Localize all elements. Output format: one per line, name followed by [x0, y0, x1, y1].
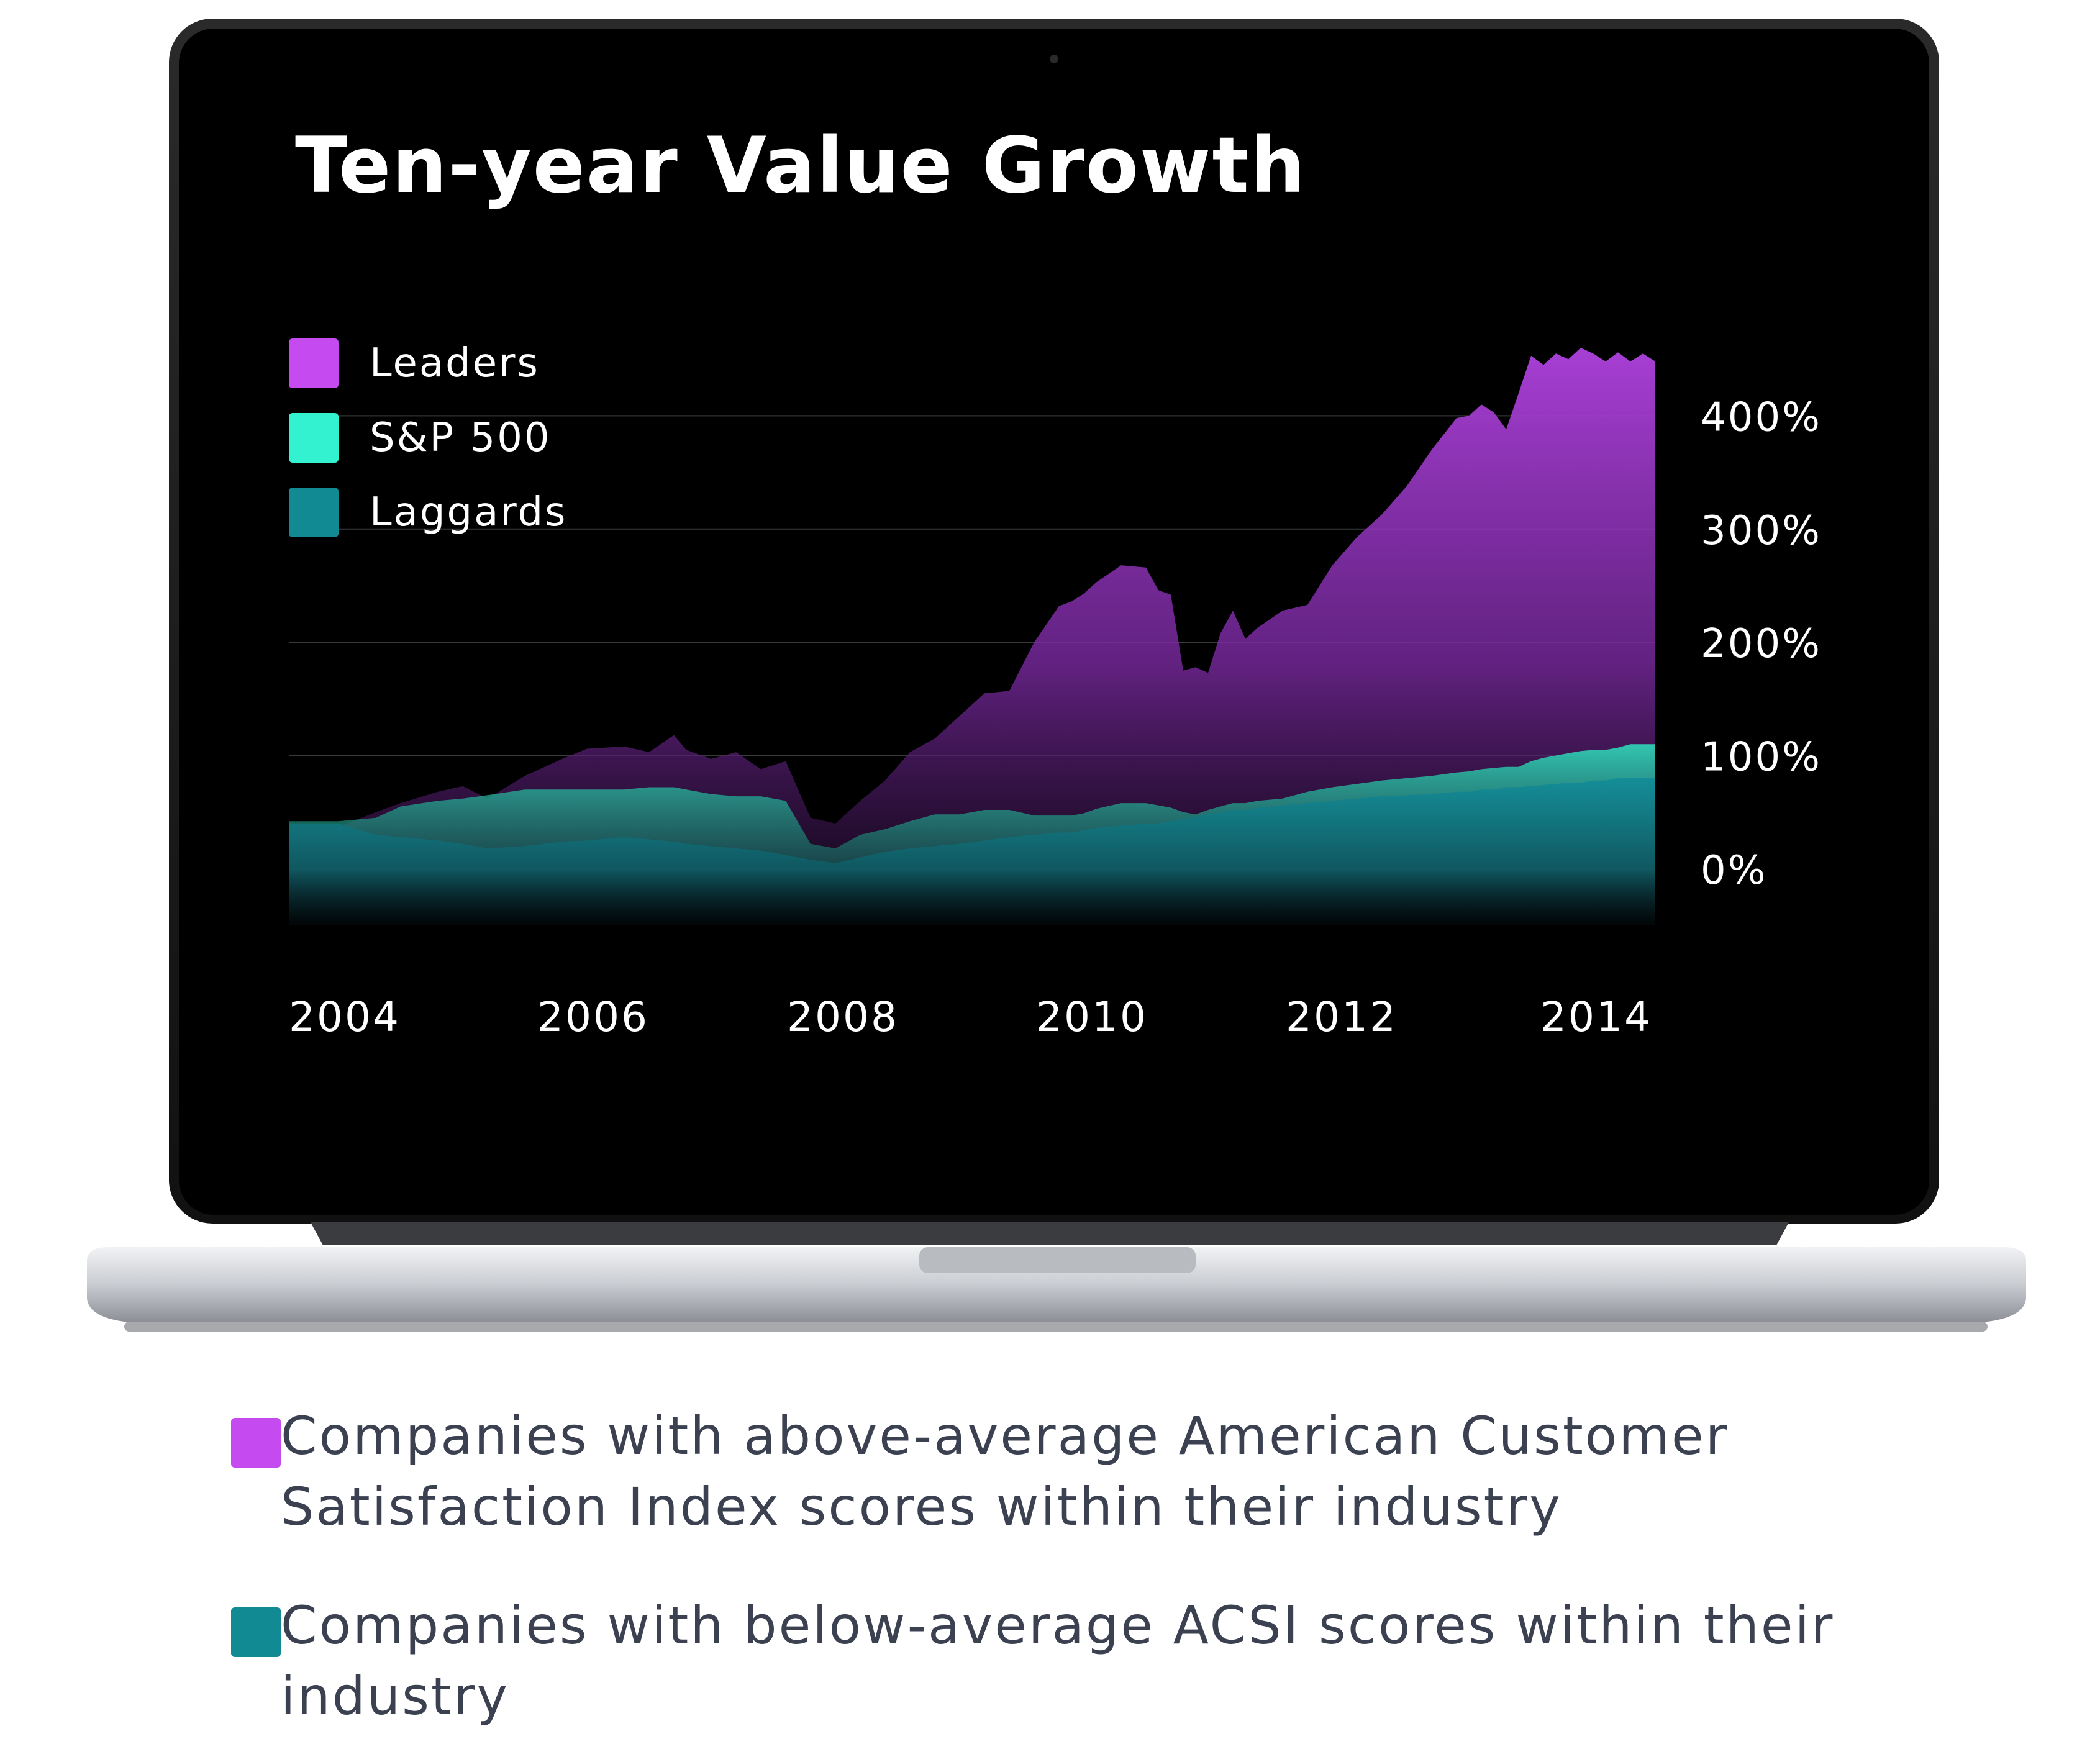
keyboard-hinge [311, 1222, 1789, 1245]
bottom-fade [289, 870, 1655, 932]
x-tick-label: 2012 [1286, 993, 1398, 1041]
laptop-shadow [124, 1322, 1988, 1332]
x-tick-label: 2006 [537, 993, 649, 1041]
y-tick-label: 0% [1701, 848, 1768, 894]
footnote-leaders: Companies with above-average American Cu… [231, 1401, 1995, 1542]
y-tick-label: 200% [1701, 621, 1822, 667]
footnote-swatch-leaders [231, 1418, 281, 1468]
y-axis-ticks: 0% 100% 200% 300% 400% [1701, 394, 1822, 894]
x-axis-ticks: 2004 2006 2008 2010 2012 2014 [289, 993, 1652, 1041]
chart-legend: Leaders S&P 500 Laggards [289, 338, 568, 562]
footnote-text: Companies with below-average ACSI scores… [281, 1595, 1835, 1727]
laptop-illustration: 0%100%200%300%400% 2004 2006 2008 2010 2012 2… [87, 19, 2026, 1332]
webcam-icon [1050, 55, 1058, 63]
y-tick-label: 400% [1701, 394, 1822, 440]
footnote-swatch-laggards [231, 1607, 281, 1657]
legend-item-laggards: Laggards [289, 488, 568, 537]
x-tick-label: 2004 [289, 993, 401, 1041]
y-tick-label: 300% [1701, 508, 1822, 554]
legend-label: Leaders [370, 340, 540, 386]
x-tick-label: 2008 [787, 993, 899, 1041]
legend-item-leaders: Leaders [289, 338, 568, 388]
legend-swatch-leaders [289, 338, 339, 388]
footnote-laggards: Companies with below-average ACSI scores… [231, 1590, 1995, 1732]
x-tick-label: 2014 [1540, 993, 1652, 1041]
y-tick-label: 100% [1701, 734, 1822, 780]
legend-swatch-sp500 [289, 413, 339, 463]
legend-swatch-laggards [289, 488, 339, 537]
legend-item-sp500: S&P 500 [289, 413, 568, 463]
legend-label: Laggards [370, 489, 568, 535]
footnote-text: Companies with above-average American Cu… [281, 1406, 1729, 1537]
trackpad-notch [919, 1247, 1196, 1273]
area-leaders [289, 348, 1655, 925]
x-tick-label: 2010 [1036, 993, 1148, 1041]
legend-label: S&P 500 [370, 415, 552, 461]
chart-title: Ten-year Value Growth [295, 121, 1307, 211]
laptop-base [87, 1247, 2026, 1322]
